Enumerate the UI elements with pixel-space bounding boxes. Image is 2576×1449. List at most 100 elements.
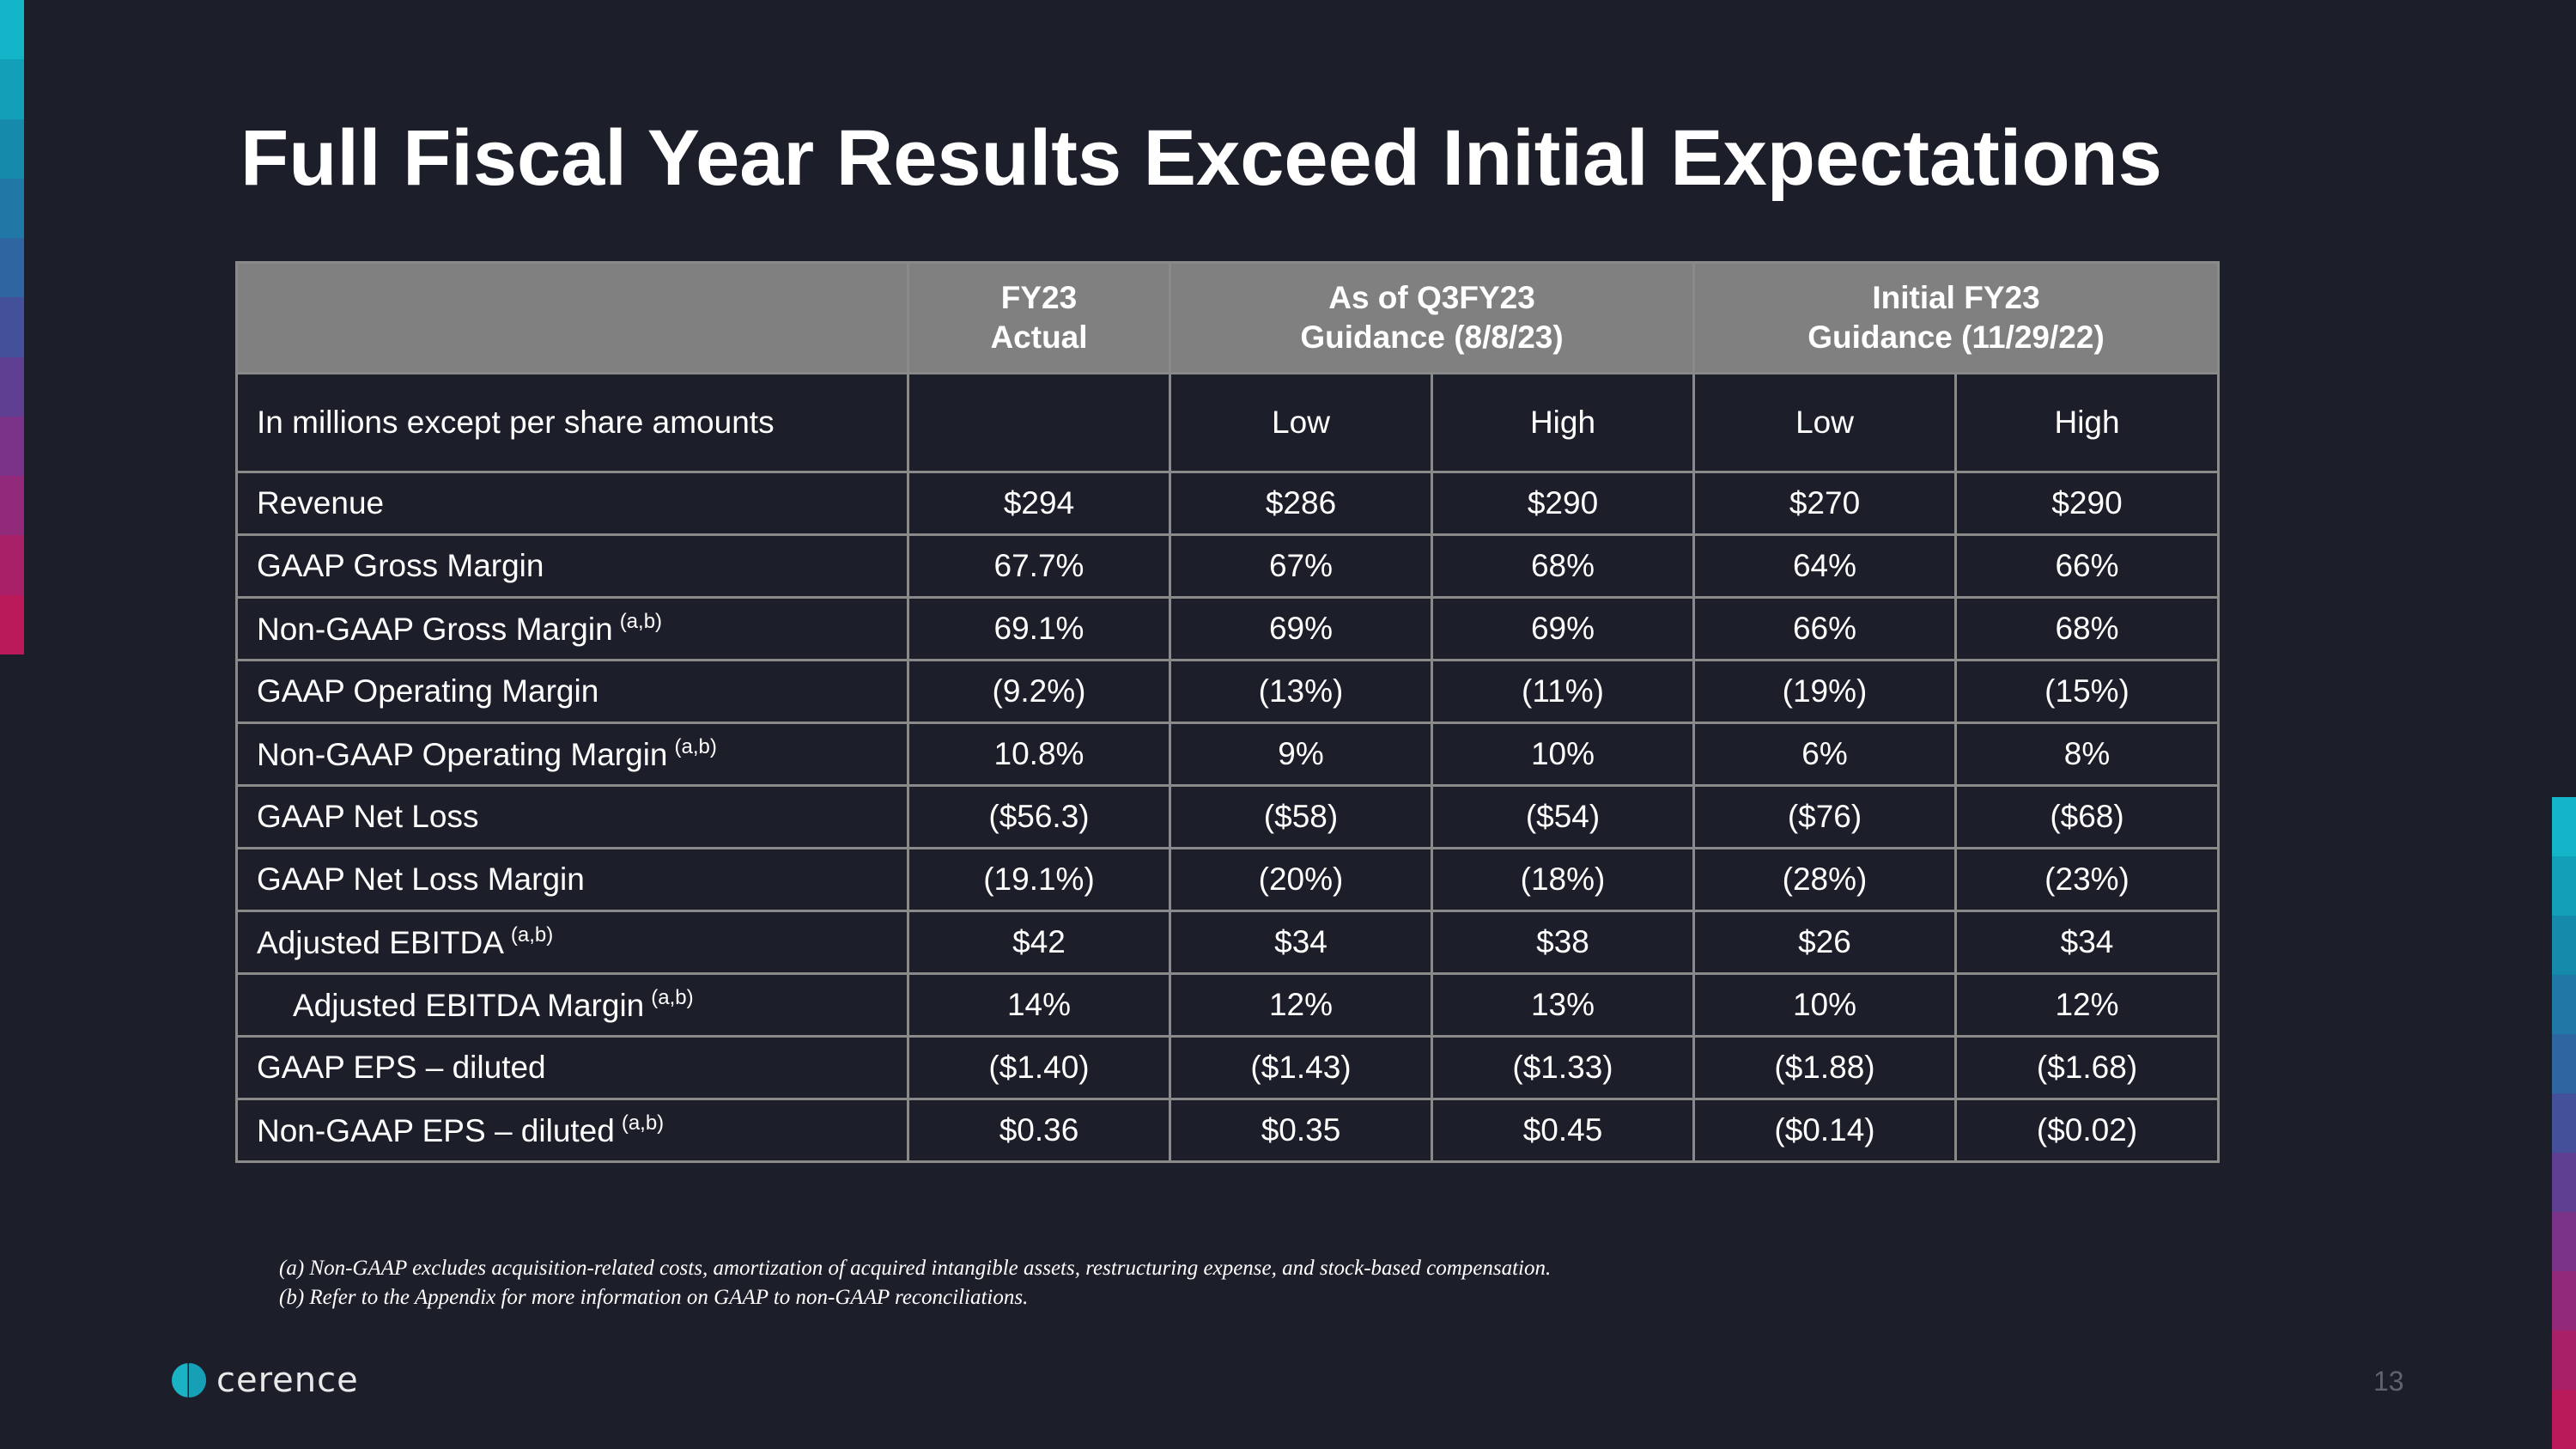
cell-initial-low: 10% xyxy=(1692,972,1958,1038)
table-header-row: FY23 Actual As of Q3FY23 Guidance (8/8/2… xyxy=(235,261,2221,374)
cell-initial-low: $26 xyxy=(1692,910,1958,975)
row-label: GAAP Net Loss Margin xyxy=(235,847,909,912)
row-label: GAAP Operating Margin xyxy=(235,659,909,724)
table-row: GAAP Gross Margin 67.7% 67% 68% 64% 66% xyxy=(235,533,2221,599)
cell-initial-high: (23%) xyxy=(1954,847,2221,912)
cell-q3-low: 67% xyxy=(1169,533,1433,599)
table-row: Non-GAAP Gross Margin (a,b) 69.1% 69% 69% 66%… xyxy=(235,596,2221,661)
page-number: 13 xyxy=(2373,1366,2404,1397)
header-fy23-line1: FY23 xyxy=(1000,280,1078,315)
row-label-text: Adjusted EBITDA Margin xyxy=(293,988,645,1023)
cell-initial-low: 64% xyxy=(1692,533,1958,599)
row-label: Revenue xyxy=(235,471,909,536)
cell-q3-high: 10% xyxy=(1430,721,1696,787)
cell-initial-low: (19%) xyxy=(1692,659,1958,724)
row-label: GAAP Gross Margin xyxy=(235,533,909,599)
header-fy23-actual: FY23 Actual xyxy=(907,261,1171,374)
cell-initial-low: ($0.14) xyxy=(1692,1098,1958,1163)
row-label-text: Adjusted EBITDA xyxy=(257,925,504,960)
header-q3-line2: Guidance (8/8/23) xyxy=(1300,320,1564,355)
header-initial-line2: Guidance (11/29/22) xyxy=(1807,320,2105,355)
table-row: Non-GAAP Operating Margin (a,b) 10.8% 9% 10%… xyxy=(235,721,2221,787)
row-label: Adjusted EBITDA Margin (a,b) xyxy=(235,972,909,1038)
cell-initial-low: ($76) xyxy=(1692,784,1958,849)
row-label: GAAP Net Loss xyxy=(235,784,909,849)
cell-initial-high: ($0.02) xyxy=(1954,1098,2221,1163)
cell-initial-low: (28%) xyxy=(1692,847,1958,912)
cell-q3-high: $38 xyxy=(1430,910,1696,975)
row-footnote-ref: (a,b) xyxy=(651,986,694,1009)
cell-q3-low: (20%) xyxy=(1169,847,1433,912)
cell-initial-high: $34 xyxy=(1954,910,2221,975)
row-footnote-ref: (a,b) xyxy=(619,610,663,633)
cell-initial-high: ($68) xyxy=(1954,784,2221,849)
cell-q3-low: 69% xyxy=(1169,596,1433,661)
row-label-text: GAAP Operating Margin xyxy=(257,673,599,709)
cell-q3-high: $290 xyxy=(1430,471,1696,536)
cell-initial-high: 66% xyxy=(1954,533,2221,599)
row-label: Adjusted EBITDA (a,b) xyxy=(235,910,909,975)
cell-fy23-actual: 14% xyxy=(907,972,1171,1038)
cerence-logo-icon xyxy=(172,1363,206,1397)
header-fy23-line2: Actual xyxy=(990,320,1088,355)
row-footnote-ref: (a,b) xyxy=(621,1111,665,1135)
left-accent-bar xyxy=(0,0,24,654)
right-accent-bar xyxy=(2552,797,2576,1449)
cell-fy23-actual: 10.8% xyxy=(907,721,1171,787)
cell-q3-low: $286 xyxy=(1169,471,1433,536)
cell-initial-high: $290 xyxy=(1954,471,2221,536)
header-blank-cell xyxy=(235,261,909,374)
table-row: GAAP Net Loss Margin (19.1%) (20%) (18%) (28… xyxy=(235,847,2221,912)
cell-initial-low: 6% xyxy=(1692,721,1958,787)
cell-initial-high: (15%) xyxy=(1954,659,2221,724)
cell-fy23-actual: 69.1% xyxy=(907,596,1171,661)
row-label: Non-GAAP Gross Margin (a,b) xyxy=(235,596,909,661)
row-label: GAAP EPS – diluted xyxy=(235,1035,909,1100)
table-row: GAAP Operating Margin (9.2%) (13%) (11%) (19… xyxy=(235,659,2221,724)
subheader-blank-cell xyxy=(907,372,1171,473)
cell-initial-low: ($1.88) xyxy=(1692,1035,1958,1100)
row-label-text: Non-GAAP EPS – diluted xyxy=(257,1113,615,1148)
row-label-text: Revenue xyxy=(257,485,385,521)
subheader-q3-low: Low xyxy=(1169,372,1433,473)
header-q3-guidance: As of Q3FY23 Guidance (8/8/23) xyxy=(1168,261,1696,374)
row-footnote-ref: (a,b) xyxy=(510,923,554,947)
row-footnote-ref: (a,b) xyxy=(674,735,717,758)
cell-q3-high: 13% xyxy=(1430,972,1696,1038)
cell-q3-low: ($58) xyxy=(1169,784,1433,849)
cell-fy23-actual: $42 xyxy=(907,910,1171,975)
cell-q3-high: ($1.33) xyxy=(1430,1035,1696,1100)
header-initial-guidance: Initial FY23 Guidance (11/29/22) xyxy=(1692,261,2221,374)
header-q3-line1: As of Q3FY23 xyxy=(1328,280,1535,315)
results-table: FY23 Actual As of Q3FY23 Guidance (8/8/2… xyxy=(235,261,2221,1163)
row-label: Non-GAAP Operating Margin (a,b) xyxy=(235,721,909,787)
row-label-text: Non-GAAP Gross Margin xyxy=(257,612,613,647)
cell-q3-low: (13%) xyxy=(1169,659,1433,724)
cell-initial-low: 66% xyxy=(1692,596,1958,661)
cell-q3-high: (11%) xyxy=(1430,659,1696,724)
cell-q3-high: (18%) xyxy=(1430,847,1696,912)
cell-q3-high: 68% xyxy=(1430,533,1696,599)
subheader-q3-high: High xyxy=(1430,372,1696,473)
cell-q3-low: 12% xyxy=(1169,972,1433,1038)
cell-initial-low: $270 xyxy=(1692,471,1958,536)
cell-q3-high: 69% xyxy=(1430,596,1696,661)
cell-initial-high: 12% xyxy=(1954,972,2221,1038)
cell-fy23-actual: $0.36 xyxy=(907,1098,1171,1163)
cerence-wordmark: cerence xyxy=(216,1361,359,1400)
cell-q3-low: $34 xyxy=(1169,910,1433,975)
row-label-text: GAAP Net Loss xyxy=(257,799,479,834)
units-label: In millions except per share amounts xyxy=(235,372,909,473)
table-row: Adjusted EBITDA (a,b) $42 $34 $38 $26 $34 xyxy=(235,910,2221,975)
cell-q3-high: ($54) xyxy=(1430,784,1696,849)
row-label-text: GAAP EPS – diluted xyxy=(257,1050,546,1085)
table-row: Revenue $294 $286 $290 $270 $290 xyxy=(235,471,2221,536)
cell-fy23-actual: (9.2%) xyxy=(907,659,1171,724)
table-row: Adjusted EBITDA Margin (a,b) 14% 12% 13% 10% 1… xyxy=(235,972,2221,1038)
footnotes: (a) Non-GAAP excludes acquisition-relate… xyxy=(279,1254,1551,1312)
cell-q3-low: 9% xyxy=(1169,721,1433,787)
header-initial-line1: Initial FY23 xyxy=(1872,280,2040,315)
cell-fy23-actual: ($1.40) xyxy=(907,1035,1171,1100)
row-label-text: Non-GAAP Operating Margin xyxy=(257,737,668,772)
